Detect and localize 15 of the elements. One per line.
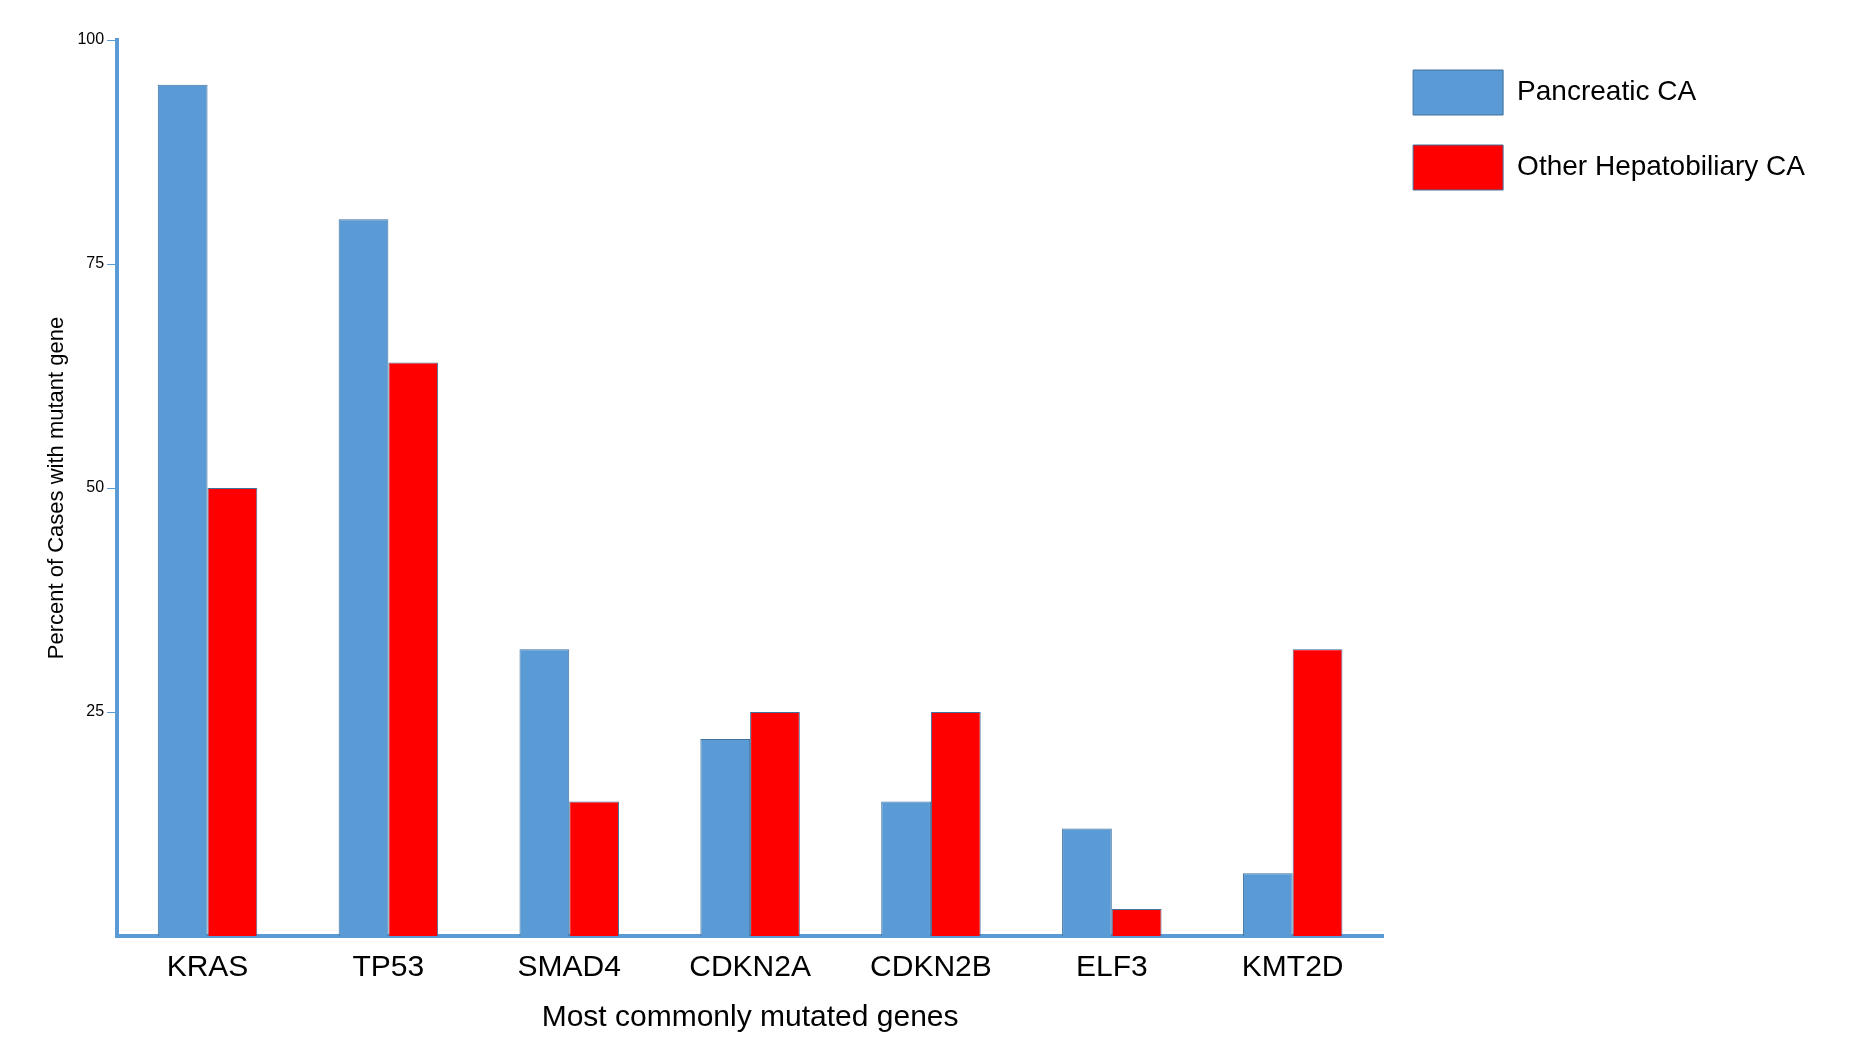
x-tick-label: ELF3 xyxy=(1075,949,1148,983)
y-tick-label: 50 xyxy=(86,478,105,496)
legend-label: Other Hepatobiliary CA xyxy=(1517,150,1806,182)
y-tick-label: 25 xyxy=(86,702,105,720)
x-tick-label: CDKN2A xyxy=(689,949,811,983)
y-tick-label: 75 xyxy=(86,254,105,272)
legend-label: Pancreatic CA xyxy=(1517,75,1697,107)
x-tick-label: KRAS xyxy=(166,949,249,983)
y-tick-label: 100 xyxy=(77,30,105,48)
x-tick-label: KMT2D xyxy=(1241,949,1344,983)
y-axis-title: Percent of Cases with mutant gene xyxy=(43,316,69,660)
x-tick-label: SMAD4 xyxy=(517,949,621,983)
x-tick-label: TP53 xyxy=(352,949,425,983)
x-axis-title: Most commonly mutated genes xyxy=(541,999,959,1033)
x-tick-label: CDKN2B xyxy=(870,949,992,983)
